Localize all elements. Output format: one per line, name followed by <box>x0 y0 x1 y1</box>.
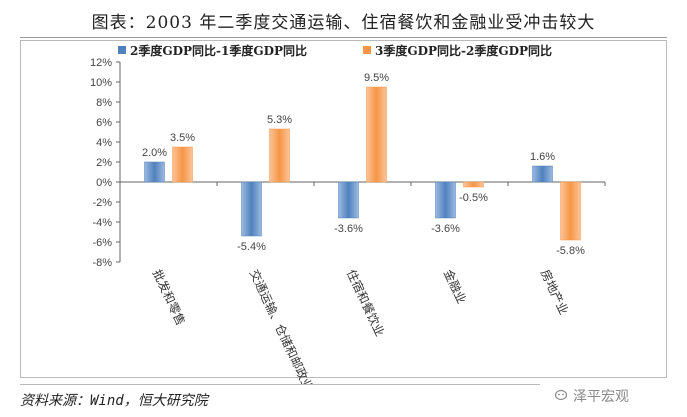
y-tick-label: -6% <box>92 237 112 249</box>
bar-1 <box>435 181 456 219</box>
y-tick-label: 10% <box>90 77 112 89</box>
y-tick-label: -4% <box>92 217 112 229</box>
data-label: 3.5% <box>170 132 195 144</box>
title-divider <box>20 37 667 38</box>
source-note: 资料来源：Wind，恒大研究院 <box>20 393 208 409</box>
bar-1 <box>532 165 553 183</box>
legend-label: 2季度GDP同比-1季度GDP同比 <box>130 43 307 58</box>
y-tick-label: -8% <box>92 257 112 269</box>
y-tick-label: 4% <box>96 137 112 149</box>
data-label: 5.3% <box>267 114 292 126</box>
data-label: -5.8% <box>556 245 585 257</box>
y-tick-label: 8% <box>96 97 112 109</box>
data-label: 1.6% <box>530 151 555 163</box>
data-label: -5.4% <box>237 241 266 253</box>
legend-label: 3季度GDP同比-2季度GDP同比 <box>375 43 552 58</box>
y-tick-label: 6% <box>96 117 112 129</box>
y-tick-label: -2% <box>92 197 112 209</box>
chart-frame <box>20 40 667 378</box>
watermark-text: 泽平宏观 <box>573 389 629 405</box>
y-tick-label: 2% <box>96 157 112 169</box>
bar-2 <box>269 128 290 183</box>
y-tick-label: 12% <box>90 57 112 69</box>
bar-1 <box>144 161 165 183</box>
legend-swatch <box>363 46 371 54</box>
bar-2 <box>172 146 193 183</box>
bar-1 <box>338 181 359 219</box>
category-label: 批发和零售 <box>150 267 189 328</box>
category-label: 房地产业 <box>538 267 572 317</box>
data-label: -3.6% <box>334 223 363 235</box>
wechat-icon <box>555 389 568 401</box>
footer-divider <box>20 384 540 385</box>
legend-swatch <box>118 46 126 54</box>
bar-2 <box>463 181 484 188</box>
data-label: 2.0% <box>142 147 167 159</box>
chart-title: 图表：2003 年二季度交通运输、住宿餐饮和金融业受冲击较大 <box>91 13 596 33</box>
category-label: 金融业 <box>441 267 470 306</box>
data-label: -0.5% <box>459 192 488 204</box>
bar-chart: -8% -6% -4% -2% 0% 2% 4% 6% 8% 10% 12% 2.0%3.5% 批发和零… <box>90 43 606 384</box>
category-label: 住宿和餐饮业 <box>344 267 388 339</box>
data-label: 9.5% <box>364 72 389 84</box>
bar-2 <box>366 86 387 183</box>
data-label: -3.6% <box>431 223 460 235</box>
bar-2 <box>560 181 581 241</box>
category-label: 交通运输、仓储和邮政业 <box>247 267 316 384</box>
bar-1 <box>241 181 262 237</box>
watermark: 泽平宏观 <box>555 386 629 406</box>
y-tick-label: 0% <box>96 177 112 189</box>
